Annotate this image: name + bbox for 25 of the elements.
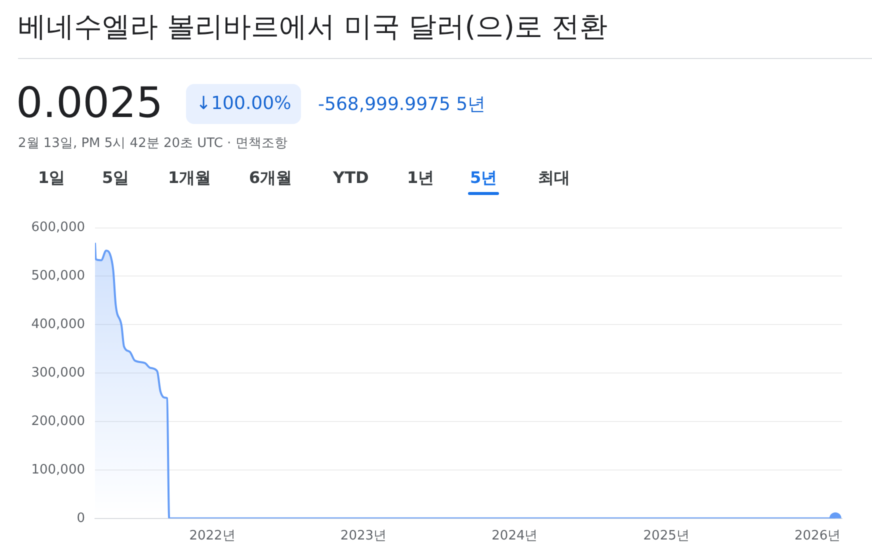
- text: 1개월: [168, 168, 212, 189]
- y-tick-label: 300,000: [31, 365, 85, 380]
- text: 1년: [407, 168, 434, 189]
- y-tick-label: 600,000: [31, 220, 85, 236]
- text: YTD: [333, 168, 369, 187]
- y-tick-label: 100,000: [31, 462, 85, 478]
- text: ↓100.00%: [186, 84, 302, 124]
- x-tick-label: 2024년: [492, 528, 538, 544]
- text: 5년: [470, 168, 498, 189]
- text: 0.0025: [16, 78, 163, 127]
- text: 6개월: [249, 168, 292, 189]
- text: 최대: [538, 168, 570, 189]
- text: -568,999.9975 5년: [318, 93, 486, 116]
- y-tick-label: 0: [76, 510, 85, 526]
- chart-title: 베네수엘라 볼리바르에서 미국 달러(으)로 전환: [18, 9, 608, 45]
- x-tick-label: 2026년: [794, 528, 841, 544]
- text: 2월 13일, PM 5시 42분 20초 UTC · 면책조항: [18, 135, 288, 152]
- x-tick-label: 2022년: [189, 528, 236, 544]
- text: 1일: [38, 168, 66, 189]
- x-tick-label: 2023년: [340, 528, 387, 544]
- y-tick-label: 200,000: [31, 414, 85, 429]
- text: 5일: [102, 168, 130, 189]
- y-tick-label: 400,000: [31, 317, 85, 332]
- x-tick-label: 2025년: [643, 528, 690, 544]
- y-tick-label: 500,000: [31, 268, 85, 284]
